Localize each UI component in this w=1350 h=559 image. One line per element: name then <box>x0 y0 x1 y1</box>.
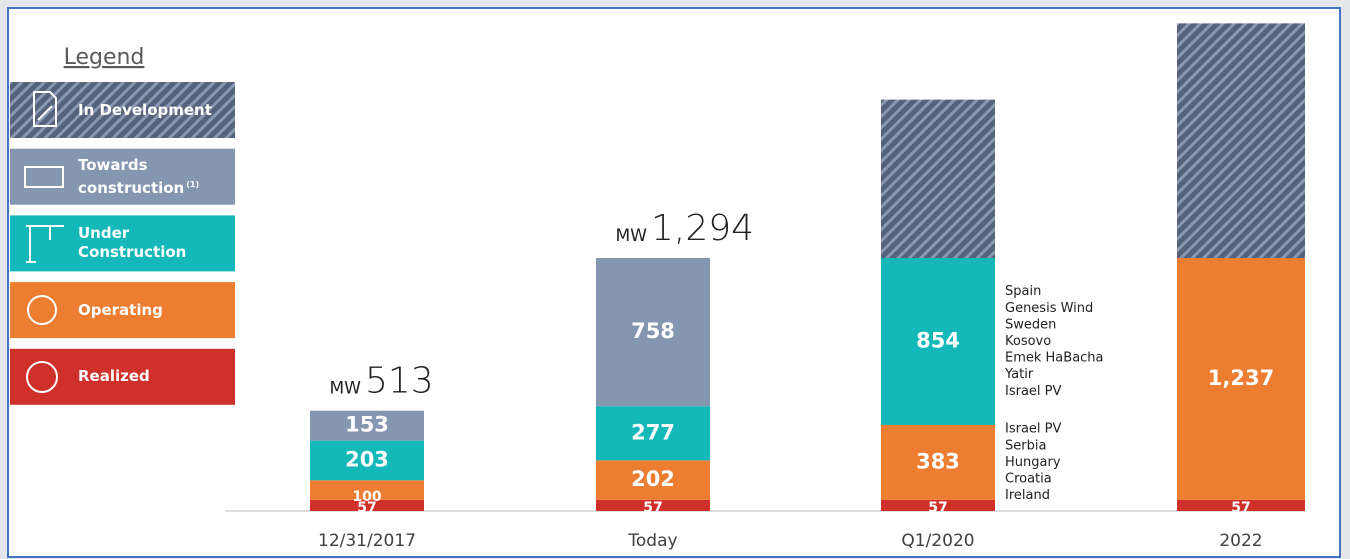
x-tick-label: Q1/2020 <box>901 531 974 551</box>
value-label: 277 <box>631 420 675 444</box>
annotation: Yatir <box>1004 367 1034 382</box>
icon-gear <box>26 361 58 393</box>
icon-machine <box>24 166 64 188</box>
legend-name: In Development <box>78 100 212 119</box>
value-label: 57 <box>357 500 376 516</box>
value-label: 57 <box>928 500 947 516</box>
bar-segment <box>310 499 424 511</box>
value-label: 153 <box>345 413 389 437</box>
annotation: Kosovo <box>1005 334 1051 349</box>
value-label: 57 <box>1231 500 1250 516</box>
legend-swatch <box>10 282 235 339</box>
icon-crane <box>26 225 64 263</box>
annotation: Israel PV <box>1005 384 1061 399</box>
value-label: 1,237 <box>1208 366 1274 390</box>
bar-segment <box>1177 258 1305 500</box>
legend-footnote: (1) <box>186 179 200 189</box>
legend-name: Realized <box>78 367 150 386</box>
annotation: Spain <box>1005 284 1041 299</box>
bar-segment <box>881 424 995 500</box>
x-tick-label: 2022 <box>1219 531 1262 551</box>
legend-label: In Development <box>78 101 228 120</box>
legend-label: Operating <box>78 301 228 320</box>
legend-label: Towards construction (1) <box>78 156 228 198</box>
value-label: 57 <box>643 500 662 516</box>
annotation: Emek HaBacha <box>1005 351 1104 366</box>
annotation: Croatia <box>1005 472 1052 487</box>
legend-icons <box>24 91 64 393</box>
annotation: Serbia <box>1005 438 1046 453</box>
bar-segment <box>596 258 710 407</box>
legend-name: Towards construction <box>78 155 185 197</box>
total-unit: MW <box>330 379 362 399</box>
legend-name: Operating <box>78 300 163 319</box>
annotation: Ireland <box>1005 488 1050 503</box>
value-label: 202 <box>631 467 675 491</box>
value-label: 203 <box>345 447 389 471</box>
bar-segment <box>881 99 995 258</box>
legend-swatch <box>10 215 235 272</box>
legend-name: Under Construction <box>78 224 187 262</box>
total-label: 513 <box>365 361 434 402</box>
legend-swatch <box>10 348 235 405</box>
annotation: Genesis Wind <box>1005 301 1093 316</box>
annotation: Israel PV <box>1005 422 1061 437</box>
total-label: 1,294 <box>651 208 754 249</box>
annotation: Sweden <box>1005 317 1056 332</box>
legend-swatch <box>10 148 235 205</box>
bar-segment <box>1177 499 1305 511</box>
legend-label: Under Construction <box>78 224 228 262</box>
bar-segment <box>310 410 424 441</box>
total-unit: MW <box>616 226 648 246</box>
value-label: 758 <box>631 319 675 343</box>
value-label: 854 <box>916 328 960 352</box>
x-tick-label: 12/31/2017 <box>318 531 416 551</box>
value-label: 383 <box>916 449 960 473</box>
legend-label: Realized <box>78 367 228 386</box>
bar-segment <box>310 440 424 481</box>
bar-segment <box>881 499 995 511</box>
icon-plug <box>27 295 57 325</box>
bar-segment <box>596 499 710 511</box>
annotation: Hungary <box>1005 455 1061 470</box>
bar-segment <box>310 480 424 500</box>
bar-segment <box>881 258 995 425</box>
legend-title: Legend <box>64 45 145 70</box>
bar-segment <box>1177 23 1305 258</box>
bar-segment <box>596 460 710 500</box>
icon-document <box>33 91 57 127</box>
value-label: 100 <box>352 489 381 505</box>
x-tick-label: Today <box>627 531 677 551</box>
bar-segment <box>596 406 710 461</box>
